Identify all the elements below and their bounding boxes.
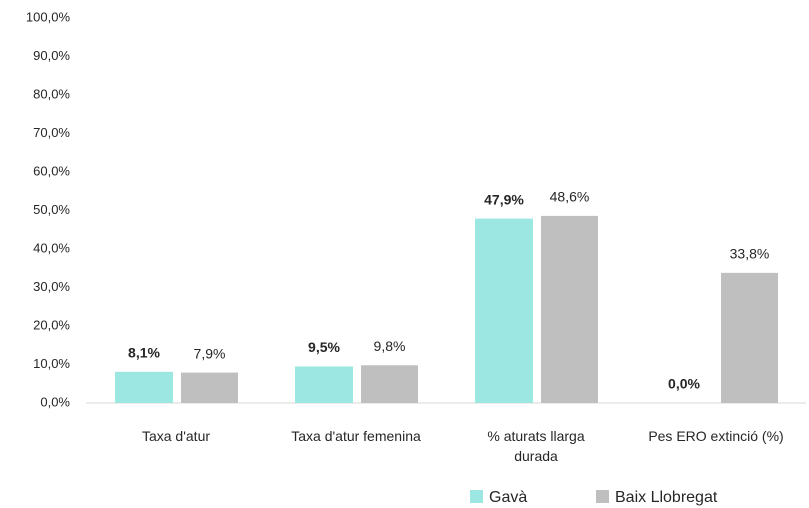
y-tick-label: 40,0%	[33, 240, 70, 255]
bar	[181, 372, 238, 403]
y-tick-label: 60,0%	[33, 163, 70, 178]
y-tick-label: 70,0%	[33, 125, 70, 140]
bar	[361, 365, 418, 403]
legend-label: Baix Llobregat	[615, 489, 718, 506]
data-label: 33,8%	[730, 246, 770, 262]
legend-swatch	[596, 490, 609, 503]
bar	[721, 272, 778, 403]
y-tick-label: 80,0%	[33, 86, 70, 101]
data-label: 48,6%	[550, 189, 590, 205]
y-tick-label: 100,0%	[26, 9, 71, 24]
y-tick-label: 90,0%	[33, 48, 70, 63]
legend-label: Gavà	[489, 489, 527, 506]
data-label: 9,8%	[374, 338, 406, 354]
x-tick-label: Pes ERO extinció (%)	[648, 428, 784, 444]
y-tick-label: 30,0%	[33, 279, 70, 294]
y-tick-label: 50,0%	[33, 202, 70, 217]
bar	[115, 371, 173, 403]
x-tick-label: Taxa d'atur femenina	[291, 428, 421, 444]
y-tick-label: 0,0%	[40, 394, 70, 409]
y-tick-label: 20,0%	[33, 317, 70, 332]
x-tick-label: Taxa d'atur	[141, 428, 211, 444]
data-label: 9,5%	[308, 339, 340, 355]
data-label: 8,1%	[128, 345, 160, 361]
data-label: 0,0%	[668, 376, 700, 392]
data-label: 47,9%	[484, 191, 524, 207]
bar	[541, 215, 598, 403]
bar	[475, 218, 533, 403]
y-tick-label: 10,0%	[33, 356, 70, 371]
legend-swatch	[470, 490, 483, 503]
data-label: 7,9%	[194, 345, 226, 361]
bar	[295, 366, 353, 403]
x-tick-label: % aturats llarga durada	[487, 428, 585, 464]
